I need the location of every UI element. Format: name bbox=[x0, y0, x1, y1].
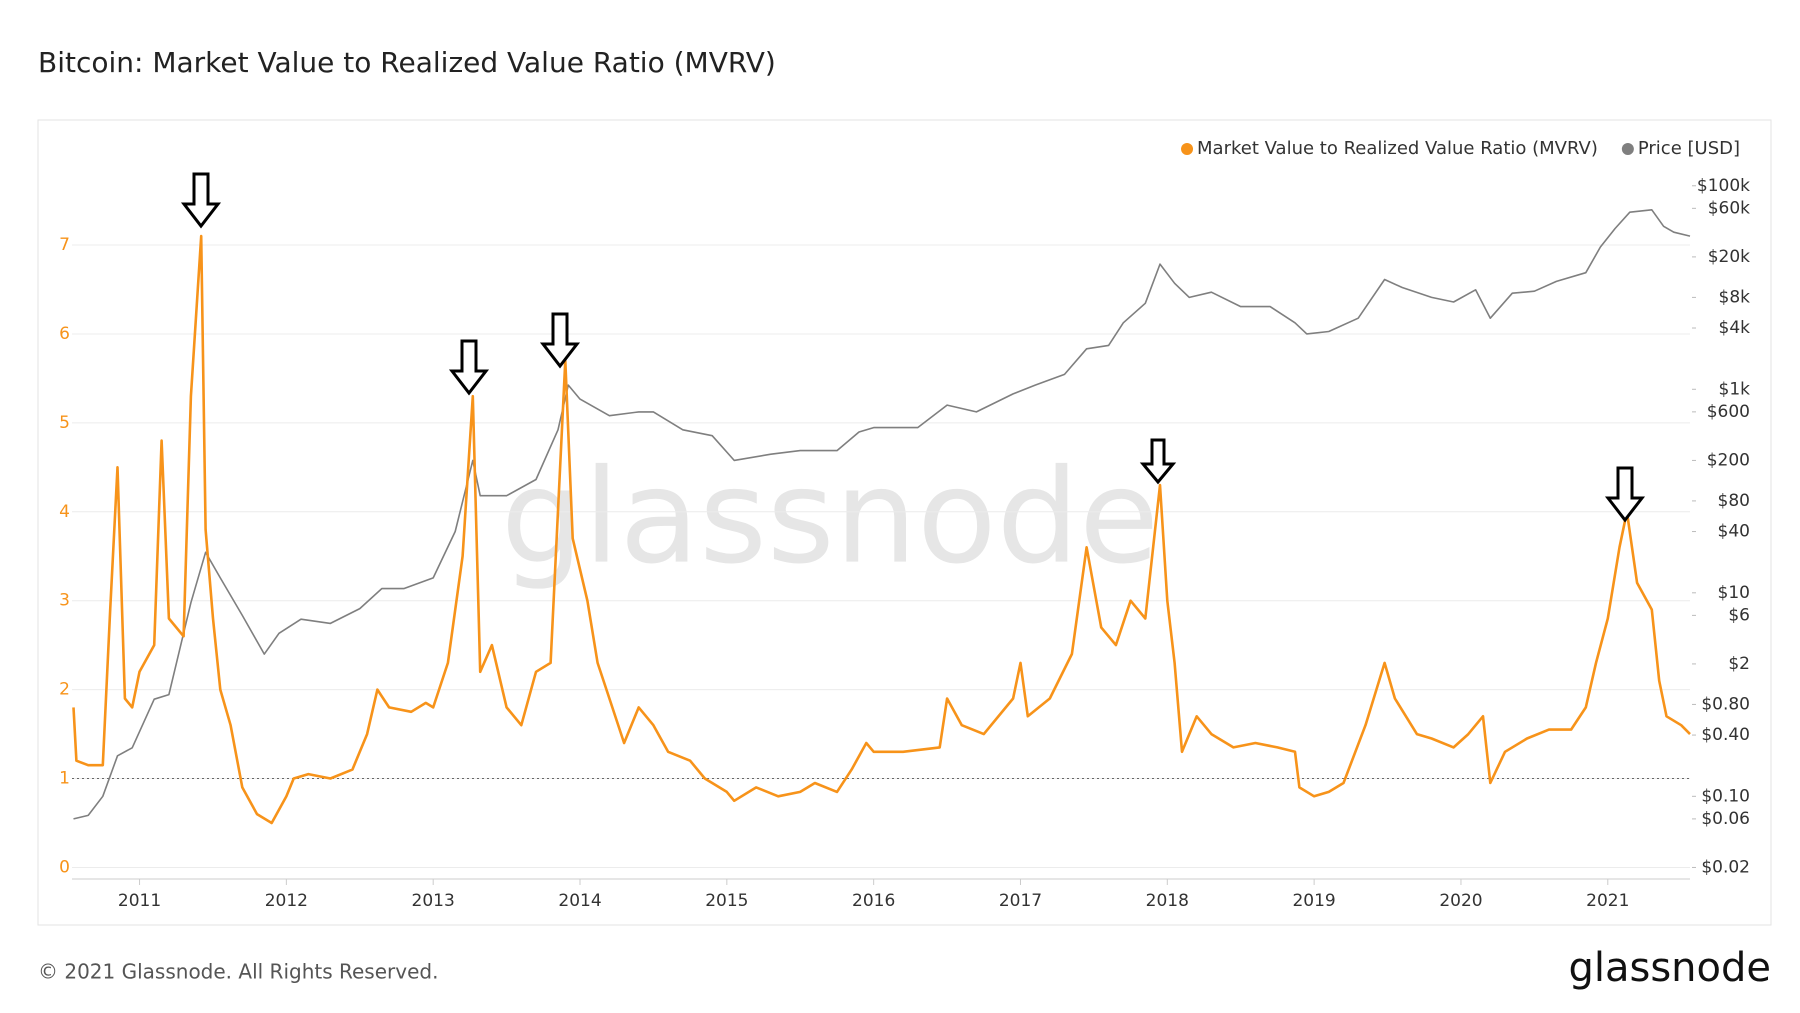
chart-title: Bitcoin: Market Value to Realized Value … bbox=[38, 46, 776, 79]
legend-label: Market Value to Realized Value Ratio (MV… bbox=[1197, 138, 1598, 159]
y2-tick-label: $4k bbox=[1719, 318, 1751, 338]
y-tick-label: 5 bbox=[59, 413, 70, 433]
y-tick-label: 4 bbox=[59, 502, 70, 522]
y2-tick-label: $0.02 bbox=[1701, 857, 1750, 877]
footer: © 2021 Glassnode. All Rights Reserved. bbox=[38, 960, 438, 984]
y2-tick-label: $20k bbox=[1708, 247, 1750, 267]
y2-tick-label: $2 bbox=[1728, 654, 1750, 674]
y2-tick-label: $10 bbox=[1718, 583, 1750, 603]
y2-tick-label: $60k bbox=[1708, 198, 1750, 218]
y-tick-label: 3 bbox=[59, 591, 70, 611]
x-tick-label: 2011 bbox=[118, 891, 161, 911]
legend-marker bbox=[1621, 143, 1634, 155]
y2-tick-label: $600 bbox=[1707, 402, 1750, 422]
x-tick-label: 2012 bbox=[265, 891, 308, 911]
arrow bbox=[539, 312, 581, 369]
x-tick-label: 2017 bbox=[999, 891, 1042, 911]
arrow bbox=[180, 172, 222, 229]
y-tick-label: 2 bbox=[59, 680, 70, 700]
x-tick-label: 2015 bbox=[705, 891, 748, 911]
x-tick-label: 2013 bbox=[412, 891, 455, 911]
y-tick-label: 0 bbox=[59, 857, 70, 877]
watermark: glassnode bbox=[501, 441, 1159, 593]
legend-label: Price [USD] bbox=[1638, 138, 1740, 159]
x-tick-label: 2014 bbox=[558, 891, 601, 911]
plot-area: 01234567$0.02$0.06$0.10$0.40$0.80$2$6$10… bbox=[59, 176, 1750, 911]
series-line bbox=[73, 209, 1691, 820]
y2-tick-label: $200 bbox=[1707, 450, 1750, 470]
series-line bbox=[72, 234, 1691, 825]
logo: glassnode bbox=[1568, 945, 1771, 991]
y-tick-label: 1 bbox=[59, 769, 70, 789]
y2-tick-label: $0.40 bbox=[1701, 725, 1750, 745]
y2-tick-label: $0.80 bbox=[1701, 694, 1750, 714]
x-tick-label: 2020 bbox=[1439, 891, 1482, 911]
x-tick-label: 2016 bbox=[852, 891, 895, 911]
chart-frame bbox=[37, 119, 1772, 926]
x-tick-label: 2019 bbox=[1292, 891, 1335, 911]
arrow bbox=[1139, 438, 1177, 485]
y2-tick-label: $6 bbox=[1728, 605, 1750, 625]
y2-tick-label: $1k bbox=[1719, 379, 1751, 399]
arrow bbox=[1604, 466, 1646, 523]
y2-tick-label: $100k bbox=[1697, 176, 1750, 196]
annotations bbox=[180, 172, 1646, 523]
arrow bbox=[448, 339, 490, 396]
y2-tick-label: $8k bbox=[1719, 287, 1751, 307]
y2-tick-label: $0.06 bbox=[1701, 809, 1750, 829]
x-tick-label: 2021 bbox=[1586, 891, 1629, 911]
y-tick-label: 6 bbox=[59, 324, 70, 344]
y2-tick-label: $0.10 bbox=[1701, 786, 1750, 806]
y2-tick-label: $80 bbox=[1718, 491, 1750, 511]
y-tick-label: 7 bbox=[59, 235, 70, 255]
y2-tick-label: $40 bbox=[1718, 522, 1750, 542]
legend-marker bbox=[1181, 143, 1194, 155]
x-tick-label: 2018 bbox=[1146, 891, 1189, 911]
